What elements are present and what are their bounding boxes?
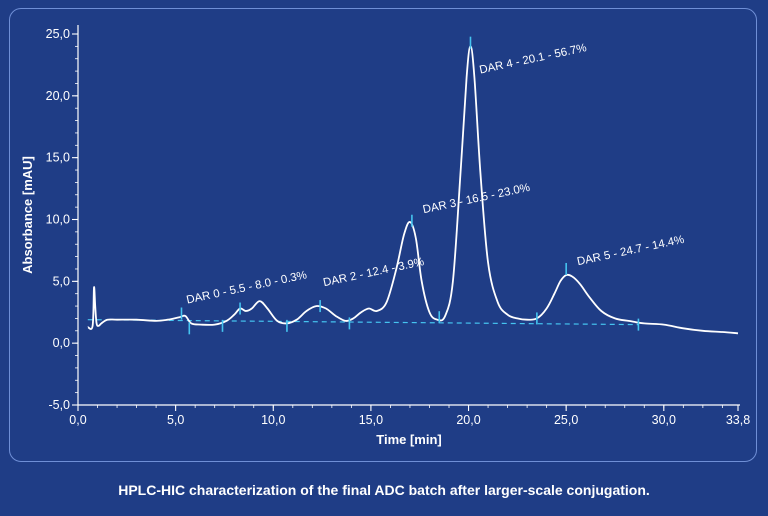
figure-caption: HPLC-HIC characterization of the final A… (118, 482, 650, 498)
x-tick-label: 30,0 (652, 413, 676, 427)
y-tick-label: 25,0 (46, 27, 70, 41)
y-tick-label: 0,0 (53, 336, 70, 350)
y-tick-label: 5,0 (53, 274, 70, 288)
baseline-layer (87, 319, 639, 326)
x-tick-label: 15,0 (359, 413, 383, 427)
y-ticks: -5,0 0,0 5,0 10,0 15,0 20,0 25,0 (46, 27, 78, 412)
peak-annotation: DAR 5 - 24.7 - 14.4% (576, 234, 685, 268)
x-tick-label: 25,0 (554, 413, 578, 427)
peak-labels: DAR 0 - 5.5 - 8.0 - 0.3% DAR 2 - 12.4 - 3… (185, 42, 685, 306)
x-tick-label: 10,0 (261, 413, 285, 427)
x-ticks: 0,0 5,0 10,0 15,0 20,0 25,0 30,0 33,8 (69, 405, 750, 427)
chromatogram-chart: -5,00,05,010,015,020,025,0 0,0 5,0 10,0 15,… (20, 25, 750, 447)
x-tick-label: 0,0 (69, 413, 86, 427)
chart-panel (9, 8, 757, 462)
peak-annotation: DAR 3 - 16.5 - 23.0% (422, 182, 531, 216)
x-axis-title: Time [min] (376, 432, 442, 447)
curve-layer (87, 45, 739, 335)
minor-ticks (75, 33, 723, 408)
axes (77, 25, 740, 406)
peak-annotation: DAR 2 - 12.4 - 3.9% (322, 256, 425, 289)
y-tick-label: 10,0 (46, 213, 70, 227)
integration-baseline (87, 319, 639, 326)
peak-annotation: DAR 0 - 5.5 - 8.0 - 0.3% (185, 269, 308, 306)
x-tick-label: 20,0 (456, 413, 480, 427)
peak-annotation: DAR 4 - 20.1 - 56.7% (478, 42, 587, 76)
integration-marks (180, 36, 640, 335)
y-tick-label: -5,0 (48, 398, 70, 412)
y-tick-label: 20,0 (46, 89, 70, 103)
x-tick-label: 5,0 (167, 413, 184, 427)
x-tick-label: 33,8 (726, 413, 750, 427)
y-tick-label: 15,0 (46, 151, 70, 165)
y-axis-title: Absorbance [mAU] (20, 156, 35, 274)
chromatogram-line (87, 45, 739, 335)
